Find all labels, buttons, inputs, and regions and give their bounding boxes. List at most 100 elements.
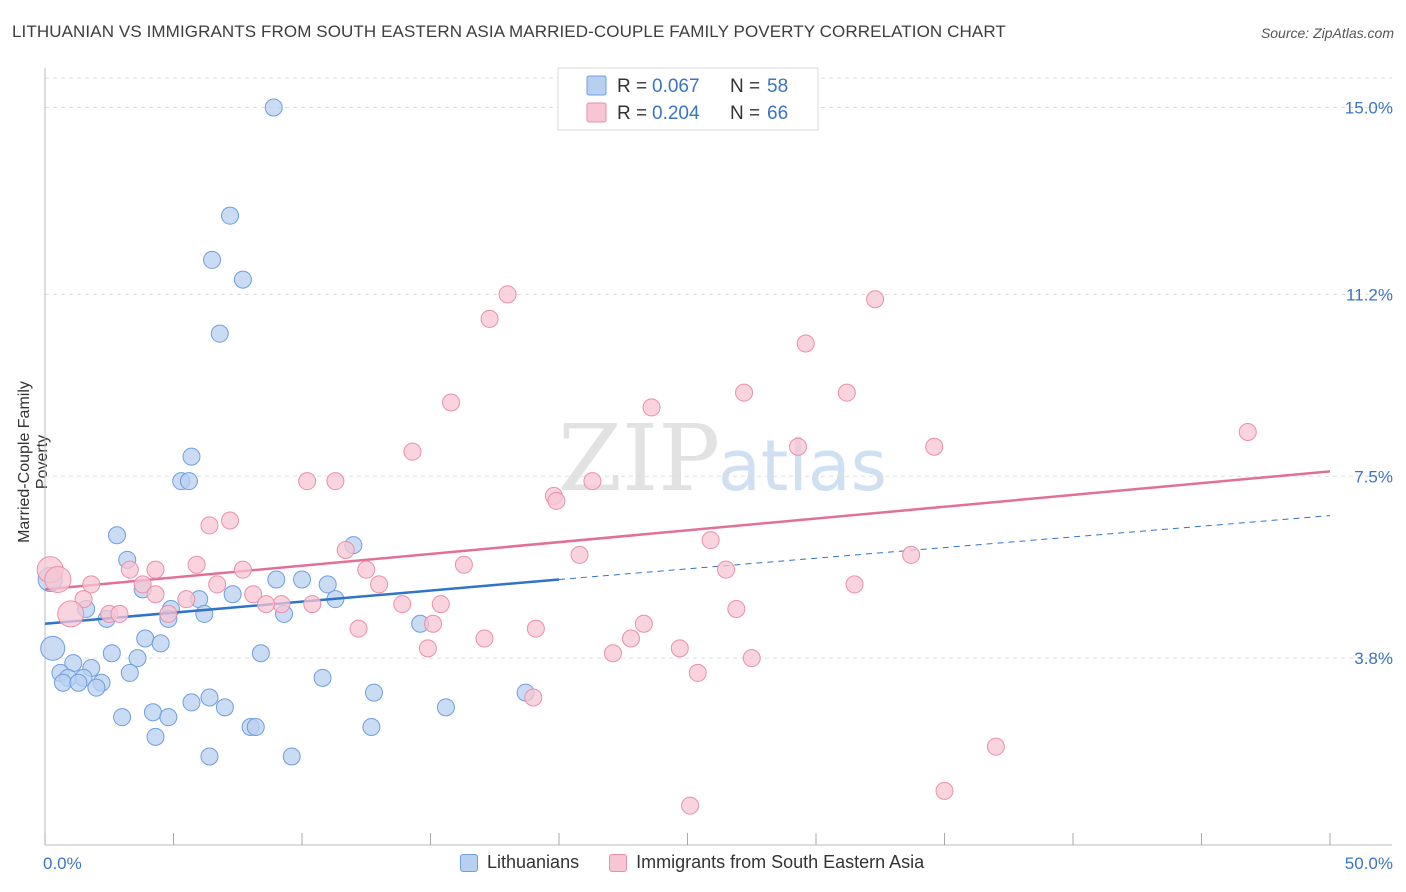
data-point-lithuanians xyxy=(136,629,155,648)
data-point-sea-immigrants xyxy=(208,575,227,594)
legend-n-value: 58 xyxy=(767,76,788,97)
bottom-legend-label: Lithuanians xyxy=(487,852,580,872)
data-point-lithuanians xyxy=(313,668,332,687)
data-point-lithuanians xyxy=(113,708,132,727)
data-point-lithuanians xyxy=(195,604,214,623)
data-point-lithuanians xyxy=(221,206,240,225)
data-point-lithuanians xyxy=(251,644,270,663)
data-point-sea-immigrants xyxy=(902,545,921,564)
bottom-legend-item-sea-immigrants: Immigrants from South Eastern Asia xyxy=(609,852,924,873)
data-point-lithuanians xyxy=(246,718,265,736)
data-point-sea-immigrants xyxy=(272,595,291,614)
trend-line-lithuanians xyxy=(44,578,560,625)
data-point-sea-immigrants xyxy=(424,614,443,633)
data-point-sea-immigrants xyxy=(403,442,422,461)
data-point-sea-immigrants xyxy=(133,575,152,594)
data-point-sea-immigrants xyxy=(727,600,746,618)
data-point-lithuanians xyxy=(282,747,301,766)
data-point-lithuanians xyxy=(293,570,311,589)
data-point-sea-immigrants xyxy=(57,600,85,628)
data-point-sea-immigrants xyxy=(603,644,622,663)
y-tick-labels: 3.8% 7.5% 11.2% 15.0% xyxy=(1345,99,1393,669)
data-point-sea-immigrants xyxy=(82,575,101,594)
data-point-lithuanians xyxy=(182,447,201,466)
data-point-sea-immigrants xyxy=(418,639,437,658)
data-point-sea-immigrants xyxy=(244,585,263,604)
y-tick-label: 15.0% xyxy=(1345,99,1393,118)
data-point-lithuanians xyxy=(362,718,381,736)
legend-swatch-lithuanians xyxy=(586,75,607,96)
data-point-sea-immigrants xyxy=(120,560,139,579)
data-point-lithuanians xyxy=(143,703,162,722)
data-point-lithuanians xyxy=(53,673,72,692)
data-point-sea-immigrants xyxy=(233,560,252,579)
bottom-legend-swatch-sea-immigrants xyxy=(609,853,628,872)
legend-swatch-sea-immigrants xyxy=(586,102,607,123)
data-point-sea-immigrants xyxy=(393,595,412,614)
legend-r-value: 0.204 xyxy=(652,103,700,124)
data-point-sea-immigrants xyxy=(110,604,129,623)
source-credit: Source: ZipAtlas.com xyxy=(1260,25,1394,41)
data-point-sea-immigrants xyxy=(866,290,885,309)
data-point-lithuanians xyxy=(203,250,222,269)
data-point-lithuanians xyxy=(210,324,229,343)
data-point-sea-immigrants xyxy=(200,516,219,535)
y-tick-label: 3.8% xyxy=(1354,649,1393,668)
data-point-sea-immigrants xyxy=(717,560,736,579)
x-tick-label: 50.0% xyxy=(1345,854,1393,873)
watermark: ZIP atlas xyxy=(558,405,887,512)
data-point-sea-immigrants xyxy=(442,393,461,412)
data-point-lithuanians xyxy=(87,678,106,697)
data-point-sea-immigrants xyxy=(642,398,661,417)
data-point-lithuanians xyxy=(223,585,242,604)
data-point-sea-immigrants xyxy=(74,590,93,609)
data-point-sea-immigrants xyxy=(177,590,196,609)
data-point-sea-immigrants xyxy=(735,383,754,402)
legend-n-value: 66 xyxy=(767,103,788,124)
bottom-legend-item-lithuanians: Lithuanians xyxy=(460,852,579,873)
y-tick-label: 7.5% xyxy=(1354,467,1393,486)
data-point-sea-immigrants xyxy=(935,781,954,800)
data-point-lithuanians xyxy=(146,727,165,746)
watermark-atlas: atlas xyxy=(718,425,887,507)
data-point-lithuanians xyxy=(233,270,252,289)
bottom-legend-label: Immigrants from South Eastern Asia xyxy=(636,852,925,872)
legend-r-value: 0.067 xyxy=(652,76,700,97)
trend-line-lithuanians-extension xyxy=(558,515,1331,580)
x-tick-labels: 0.0% 50.0% xyxy=(43,854,1393,873)
data-point-lithuanians xyxy=(128,649,147,668)
data-point-sea-immigrants xyxy=(845,575,864,594)
data-point-sea-immigrants xyxy=(583,472,602,491)
data-point-lithuanians xyxy=(107,526,126,545)
y-tick-label: 11.2% xyxy=(1346,285,1393,304)
data-point-sea-immigrants xyxy=(688,663,707,682)
data-point-sea-immigrants xyxy=(925,437,944,456)
data-point-lithuanians xyxy=(436,698,455,717)
data-point-sea-immigrants xyxy=(298,472,317,491)
data-point-sea-immigrants xyxy=(480,309,499,328)
data-point-sea-immigrants xyxy=(146,585,165,604)
data-point-lithuanians xyxy=(215,698,234,717)
bottom-legend: Lithuanians Immigrants from South Easter… xyxy=(460,852,954,873)
bottom-legend-swatch-lithuanians xyxy=(460,853,478,872)
legend-r-label: R = xyxy=(617,103,647,124)
axes xyxy=(44,68,1392,846)
data-point-sea-immigrants xyxy=(837,383,856,402)
data-point-lithuanians xyxy=(200,688,219,707)
data-point-lithuanians xyxy=(159,708,178,727)
data-point-sea-immigrants xyxy=(498,285,517,304)
data-point-sea-immigrants xyxy=(986,737,1005,756)
data-point-lithuanians xyxy=(120,663,139,682)
data-point-sea-immigrants xyxy=(701,531,720,550)
data-point-sea-immigrants xyxy=(336,541,355,559)
series-sea-immigrants xyxy=(36,285,1257,815)
data-point-lithuanians xyxy=(40,635,66,661)
data-point-lithuanians xyxy=(318,575,337,594)
data-point-sea-immigrants xyxy=(475,629,494,648)
data-point-sea-immigrants xyxy=(454,555,473,574)
data-point-lithuanians xyxy=(200,747,219,766)
data-point-sea-immigrants xyxy=(634,614,653,633)
data-point-sea-immigrants xyxy=(370,575,389,594)
data-point-sea-immigrants xyxy=(221,511,240,530)
data-point-sea-immigrants xyxy=(303,595,322,614)
